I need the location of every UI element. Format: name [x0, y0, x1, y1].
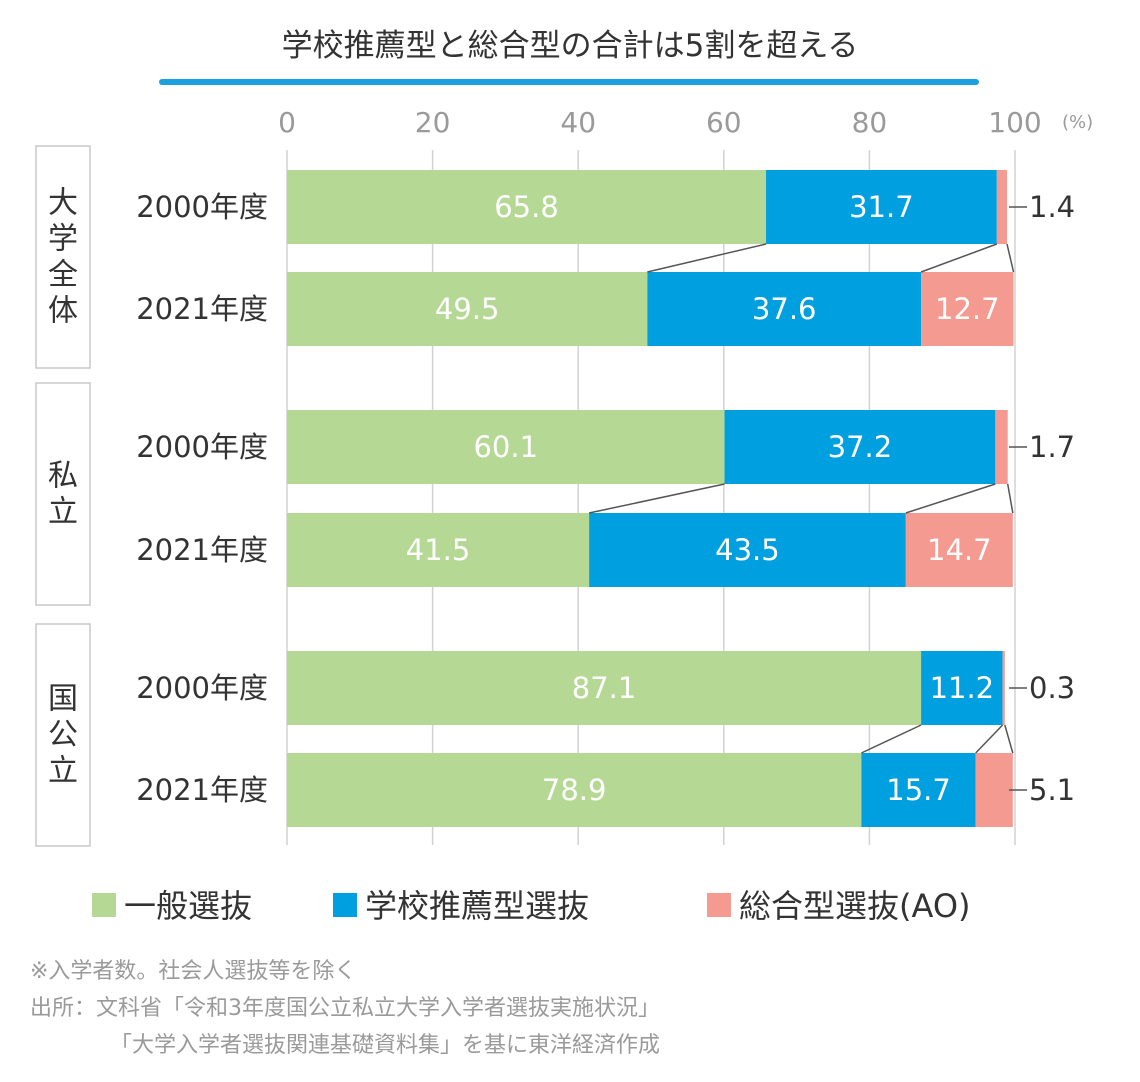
bar-value-label: 49.5	[435, 292, 500, 326]
x-tick-label: 20	[415, 106, 451, 139]
bar-value-label: 87.1	[572, 671, 637, 705]
bar-segment	[921, 651, 1003, 725]
connector-line	[1006, 243, 1015, 273]
source-note: 「大学入学者選抜関連基礎資料集」を基に東洋経済作成	[110, 1033, 660, 1058]
row-label: 2021年度	[136, 533, 268, 567]
bar-value-label: 78.9	[542, 773, 607, 807]
row-label: 2000年度	[136, 190, 268, 224]
bar-segment	[287, 170, 767, 244]
source-note: 出所：文科省「令和3年度国公立私立大学入学者選抜実施状況」	[30, 996, 660, 1021]
legend-label: 一般選抜	[124, 887, 252, 925]
connector-line	[861, 724, 922, 754]
row-label: 2021年度	[136, 773, 268, 807]
connector-line	[647, 243, 767, 273]
x-tick-label: 100	[988, 106, 1041, 139]
group-frame	[35, 382, 91, 606]
bar-value-label: 60.1	[473, 430, 538, 464]
bar-segment	[995, 410, 1008, 484]
legend-label: 学校推薦型選抜	[365, 887, 589, 925]
row-label: 2000年度	[136, 430, 268, 464]
bar-segment	[766, 170, 997, 244]
connector-line	[975, 724, 1004, 754]
source-notes: ※入学者数。社会人選抜等を除く出所：文科省「令和3年度国公立私立大学入学者選抜実…	[30, 959, 660, 1058]
group-label-char: 体	[48, 294, 78, 329]
bar-segment	[921, 272, 1014, 346]
bar-segment	[975, 753, 1013, 827]
bar-segment	[647, 272, 922, 346]
bar-segment	[287, 513, 590, 587]
bar-value-label: 14.7	[927, 533, 992, 567]
row-label: 2000年度	[136, 671, 268, 705]
connector-line	[1004, 724, 1014, 754]
group-frame	[35, 145, 91, 369]
bar-value-label: 43.5	[715, 533, 780, 567]
bar-segment	[996, 170, 1007, 244]
group-label-char: 私	[48, 459, 78, 494]
bar-value-label: 65.8	[494, 190, 559, 224]
bar-segment	[287, 410, 725, 484]
x-tick-label: 60	[706, 106, 742, 139]
group-frame	[35, 623, 91, 847]
group-label-char: 国	[48, 682, 78, 717]
group-label-char: 全	[48, 258, 78, 293]
connector-line	[588, 483, 725, 514]
bar-segment	[589, 513, 906, 587]
bar-value-label: 37.2	[828, 430, 893, 464]
legend-item: 学校推薦型選抜	[333, 887, 589, 925]
legend-item: 総合型選抜(AO)	[707, 887, 971, 925]
legend: 一般選抜 学校推薦型選抜 総合型選抜(AO)	[92, 887, 971, 925]
bar-value-label: 41.5	[406, 533, 471, 567]
bars	[287, 170, 1015, 827]
gridlines	[286, 150, 1016, 845]
bar-segment	[861, 753, 976, 827]
legend-label: 総合型選抜(AO)	[739, 887, 971, 925]
chart-title: 学校推薦型と総合型の合計は5割を超える	[282, 28, 859, 64]
bar-segment	[905, 513, 1013, 587]
group-label-char: 大	[48, 186, 78, 221]
connector-line	[905, 483, 996, 514]
connector-line	[1006, 483, 1014, 514]
legend-swatch	[707, 893, 731, 917]
bar-segment	[287, 272, 648, 346]
bar-value-label: 37.6	[752, 292, 817, 326]
x-tick-label: 40	[560, 106, 596, 139]
row-label: 2021年度	[136, 292, 268, 326]
x-tick-label: 80	[852, 106, 888, 139]
group-label-char: 立	[48, 495, 78, 530]
legend-swatch	[333, 893, 357, 917]
bar-value-label: 1.7	[1029, 430, 1075, 464]
bar-value-label: 5.1	[1029, 773, 1075, 807]
legend-swatch	[92, 893, 116, 917]
source-note: ※入学者数。社会人選抜等を除く	[30, 959, 356, 984]
bar-value-label: 15.7	[886, 773, 951, 807]
bar-value-label: 31.7	[849, 190, 914, 224]
bar-segment	[287, 651, 922, 725]
bar-value-label: 11.2	[930, 671, 995, 705]
bar-segment	[1002, 651, 1005, 725]
value-labels: 2000年度 65.8 31.7 1.4 2021年度 49.5 37.6 12.7 2000年…	[136, 190, 1075, 807]
bar-value-label: 12.7	[935, 292, 1000, 326]
x-axis-ticks: 0 20 40 60 80 100	[278, 106, 1042, 139]
bar-value-label: 0.3	[1029, 671, 1075, 705]
bar-segment	[287, 753, 862, 827]
bar-value-label: 1.4	[1029, 190, 1075, 224]
legend-item: 一般選抜	[92, 887, 252, 925]
group-label-char: 公	[48, 718, 78, 753]
bar-segment	[724, 410, 996, 484]
group-label-char: 学	[48, 222, 78, 257]
x-tick-label: 0	[278, 106, 296, 139]
group-label-char: 立	[48, 754, 78, 789]
connector-line	[920, 243, 998, 273]
unit-label: (%)	[1062, 112, 1093, 133]
